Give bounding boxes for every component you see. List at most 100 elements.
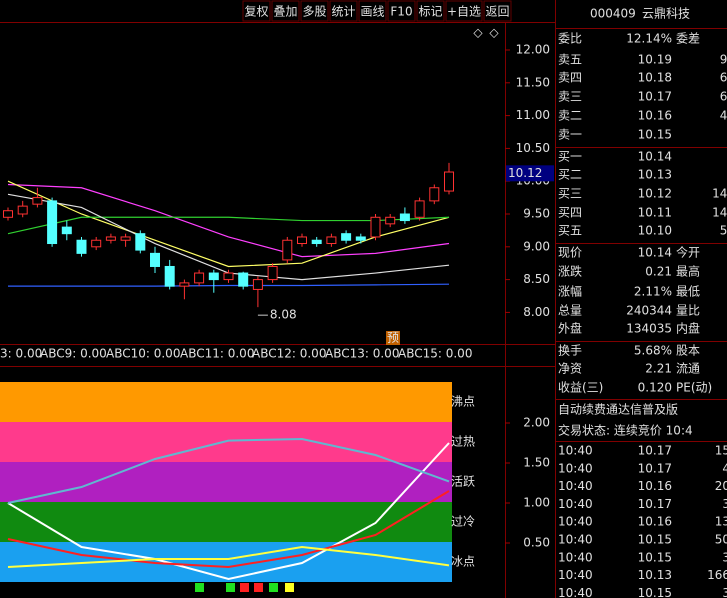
row-value: 240344 (626, 304, 672, 318)
tick-price: 10.17 (638, 444, 672, 458)
toolbar-button[interactable] (358, 0, 387, 22)
toolbar-button[interactable] (271, 0, 300, 22)
indicator-header: ABC15: 0.00 (398, 347, 472, 361)
band-label: 过热 (451, 435, 475, 449)
row-label: 卖五 (558, 53, 582, 67)
candle-body (444, 171, 454, 192)
tick-price: 10.15 (638, 550, 672, 564)
toolbar-button[interactable] (300, 0, 329, 22)
indicator-header: ABC10: 0.00 (106, 347, 180, 361)
row-label: 最高 (676, 264, 700, 279)
row-value: 0.120 (638, 381, 672, 395)
tick-time: 10:40 (558, 568, 593, 582)
candle-body (282, 239, 293, 261)
candle-body (120, 236, 131, 241)
tick-price: 10.16 (638, 515, 672, 529)
indicator-header: ABC11: 0.00 (180, 347, 254, 361)
y-tick-label: 8.00 (523, 305, 550, 319)
band-label: 活跃 (451, 475, 475, 489)
candle-body (47, 200, 58, 245)
signal-squares (195, 583, 294, 592)
row-value: 10.10 (638, 224, 672, 238)
tick-price: 10.16 (638, 479, 672, 493)
toolbar-label[interactable]: 返回 (485, 5, 509, 19)
row-value: 10.19 (638, 53, 672, 67)
candle-body (399, 213, 410, 222)
toolbar-label[interactable]: 统计 (331, 5, 355, 19)
trade-status: 交易状态: 连续竞价 10:4 (558, 423, 693, 438)
signal (195, 583, 204, 592)
toolbar-label[interactable]: 多股 (302, 5, 326, 19)
tick-volume: 15 (715, 444, 727, 458)
row-value: 10.17 (638, 90, 672, 104)
candle-body (370, 216, 381, 238)
toolbar-label[interactable]: +自选 (447, 5, 481, 19)
toolbar-button[interactable] (242, 0, 271, 22)
row-label: PE(动) (676, 381, 712, 395)
candle-body (252, 279, 263, 290)
candle-body (208, 272, 219, 281)
row-label: 卖四 (558, 71, 582, 85)
y-tick-label: 1.50 (523, 456, 550, 470)
candle-body (17, 205, 28, 215)
indicator-header: ABC13: 0.00 (325, 347, 399, 361)
candle-body (414, 200, 425, 218)
ma-line (7, 183, 450, 258)
candle-body (32, 197, 43, 205)
candle-body (179, 282, 190, 287)
band (0, 462, 452, 502)
row-label: 买二 (558, 168, 582, 182)
row-value: 10.11 (638, 206, 672, 220)
toolbar-button[interactable] (416, 0, 445, 22)
ad-text[interactable]: 自动续费通达信普及版 (558, 403, 678, 417)
toolbar-button[interactable] (483, 0, 512, 22)
tick-time: 10:40 (558, 497, 593, 511)
candle-body (341, 233, 352, 241)
band (0, 542, 452, 582)
y-tick-label: 9.00 (523, 239, 550, 253)
band (0, 382, 452, 422)
toolbar-label[interactable]: 叠加 (273, 5, 297, 19)
tick-volume: 3 (722, 497, 727, 511)
signal (254, 583, 263, 592)
book-volume: 99 (720, 53, 727, 67)
tick-price: 10.15 (638, 586, 672, 598)
tick-price: 10.13 (638, 568, 672, 582)
row-label: 净资 (558, 362, 582, 376)
y-tick-label: 12.00 (516, 43, 550, 57)
signal (269, 583, 278, 592)
indicator-header: ABC12: 0.00 (252, 347, 326, 361)
row-label: 委差 (676, 32, 700, 46)
candle-body (267, 265, 278, 281)
toolbar-button[interactable] (387, 0, 416, 22)
toolbar-label[interactable]: 画线 (360, 5, 384, 19)
tick-volume: 50 (715, 533, 727, 547)
tick-time: 10:40 (558, 444, 593, 458)
toolbar-button[interactable] (445, 0, 483, 22)
candle-body (105, 236, 116, 241)
row-label: 股本 (676, 344, 700, 358)
tick-time: 10:40 (558, 586, 593, 598)
row-label: 买五 (558, 224, 582, 238)
icon[interactable]: ◇ (489, 26, 499, 40)
icon[interactable]: ◇ (473, 26, 483, 40)
y-tick-label: 10.50 (516, 141, 550, 155)
pre-box (386, 331, 400, 345)
row-value: 10.13 (638, 168, 672, 182)
row-label: 委比 (558, 32, 582, 46)
indicator-line (7, 490, 450, 569)
book-volume: 45 (720, 109, 727, 123)
toolbar-button[interactable] (329, 0, 358, 22)
row-label: 涨跌 (558, 264, 582, 279)
row-label: 卖三 (558, 90, 582, 104)
toolbar-label[interactable]: 标记 (418, 5, 442, 19)
toolbar-label[interactable]: F10 (390, 5, 412, 19)
book-volume: 56 (720, 224, 727, 238)
row-value: 134035 (626, 322, 672, 336)
toolbar-label[interactable]: 复权 (244, 5, 268, 19)
signal (285, 583, 294, 592)
indicator-line (7, 442, 450, 581)
row-label: 总量 (558, 304, 582, 318)
